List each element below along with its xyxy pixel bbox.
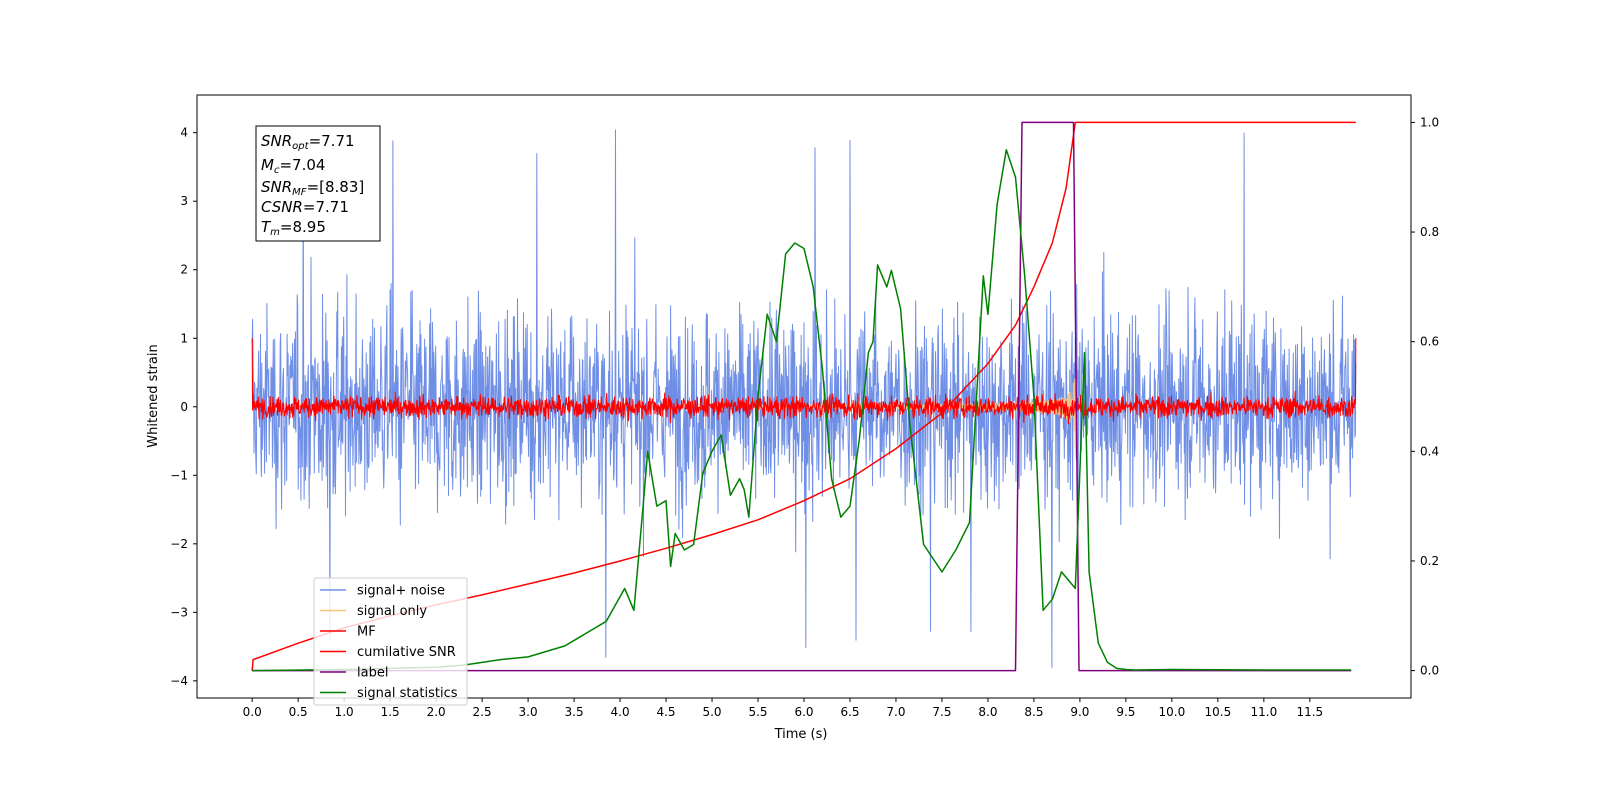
y2-tick-label: 0.8 [1420,225,1439,239]
y-axis-label: Whitened strain [146,344,161,447]
y-axis-right: 1.0 0.8 0.6 0.4 0.2 0.0 [1411,115,1439,678]
legend-label-signal-noise: signal+ noise [357,584,445,599]
legend-label-signal-statistics: signal statistics [357,686,458,701]
y-tick-label: 4 [180,126,188,140]
x-tick-label: 5.5 [748,705,767,719]
x-tick-label: 9.0 [1070,705,1089,719]
x-tick-label: 6.5 [840,705,859,719]
x-tick-label: 9.5 [1116,705,1135,719]
y-tick-label: −2 [170,537,188,551]
y-tick-label: 1 [180,331,188,345]
x-tick-label: 2.0 [427,705,446,719]
y-tick-label: −3 [170,605,188,619]
x-tick-label: 5.0 [702,705,721,719]
y2-tick-label: 0.4 [1420,444,1439,458]
x-tick-label: 1.0 [335,705,354,719]
x-tick-label: 0.0 [243,705,262,719]
annotation-snr-opt: SNRopt=7.71 [261,132,355,152]
annotation-snr-mf: SNRMF=[8.83] [261,178,364,198]
x-axis-label: Time (s) [774,727,828,742]
legend-label-cumilative-snr: cumilative SNR [357,645,456,660]
x-tick-label: 11.0 [1250,705,1277,719]
x-tick-label: 6.0 [794,705,813,719]
y-tick-label: −4 [170,674,188,688]
series-label [252,121,1352,672]
y-tick-label: −1 [170,468,188,482]
y2-tick-label: 0.6 [1420,335,1439,349]
annotation-box: SNRopt=7.71 Mc=7.04 SNRMF=[8.83] CSNR=7.… [255,125,381,242]
x-tick-label: 3.5 [565,705,584,719]
x-tick-label: 10.5 [1205,705,1232,719]
legend-frame [313,577,468,706]
series-signal-statistics [252,149,1352,672]
x-tick-label: 7.0 [886,705,905,719]
annotation-mc: Mc=7.04 [261,156,325,176]
legend: signal+ noise signal only MF cumilative SNR… [313,577,468,706]
x-tick-label: 10.0 [1159,705,1186,719]
y2-tick-label: 0.0 [1420,664,1439,678]
annotation-csnr: CSNR=7.71 [261,198,349,216]
x-tick-label: 7.5 [932,705,951,719]
x-tick-label: 3.0 [519,705,538,719]
annotation-frame [255,125,381,242]
x-tick-label: 0.5 [289,705,308,719]
x-tick-label: 8.0 [978,705,997,719]
x-tick-label: 1.5 [381,705,400,719]
x-tick-label: 4.0 [611,705,630,719]
y-tick-label: 0 [180,400,188,414]
y-tick-label: 2 [180,263,188,277]
x-tick-label: 8.5 [1024,705,1043,719]
x-tick-label: 11.5 [1296,705,1323,719]
y2-tick-label: 1.0 [1420,115,1439,129]
x-tick-label: 4.5 [656,705,675,719]
x-tick-label: 2.5 [473,705,492,719]
x-axis: 0.0 0.5 1.0 1.5 2.0 2.5 3.0 3.5 4.0 4.5 5.0 5.5 6.0 6… [243,698,1323,719]
y2-tick-label: 0.2 [1420,554,1439,568]
legend-label-mf: MF [357,625,376,640]
series-mf [251,338,1357,425]
y-axis-left: 4 3 2 1 0 −1 −2 −3 −4 [170,126,197,688]
annotation-tm: Tm=8.95 [261,218,326,238]
legend-label-signal-only: signal only [357,604,427,619]
y-tick-label: 3 [180,194,188,208]
legend-label-label: label [357,666,388,681]
